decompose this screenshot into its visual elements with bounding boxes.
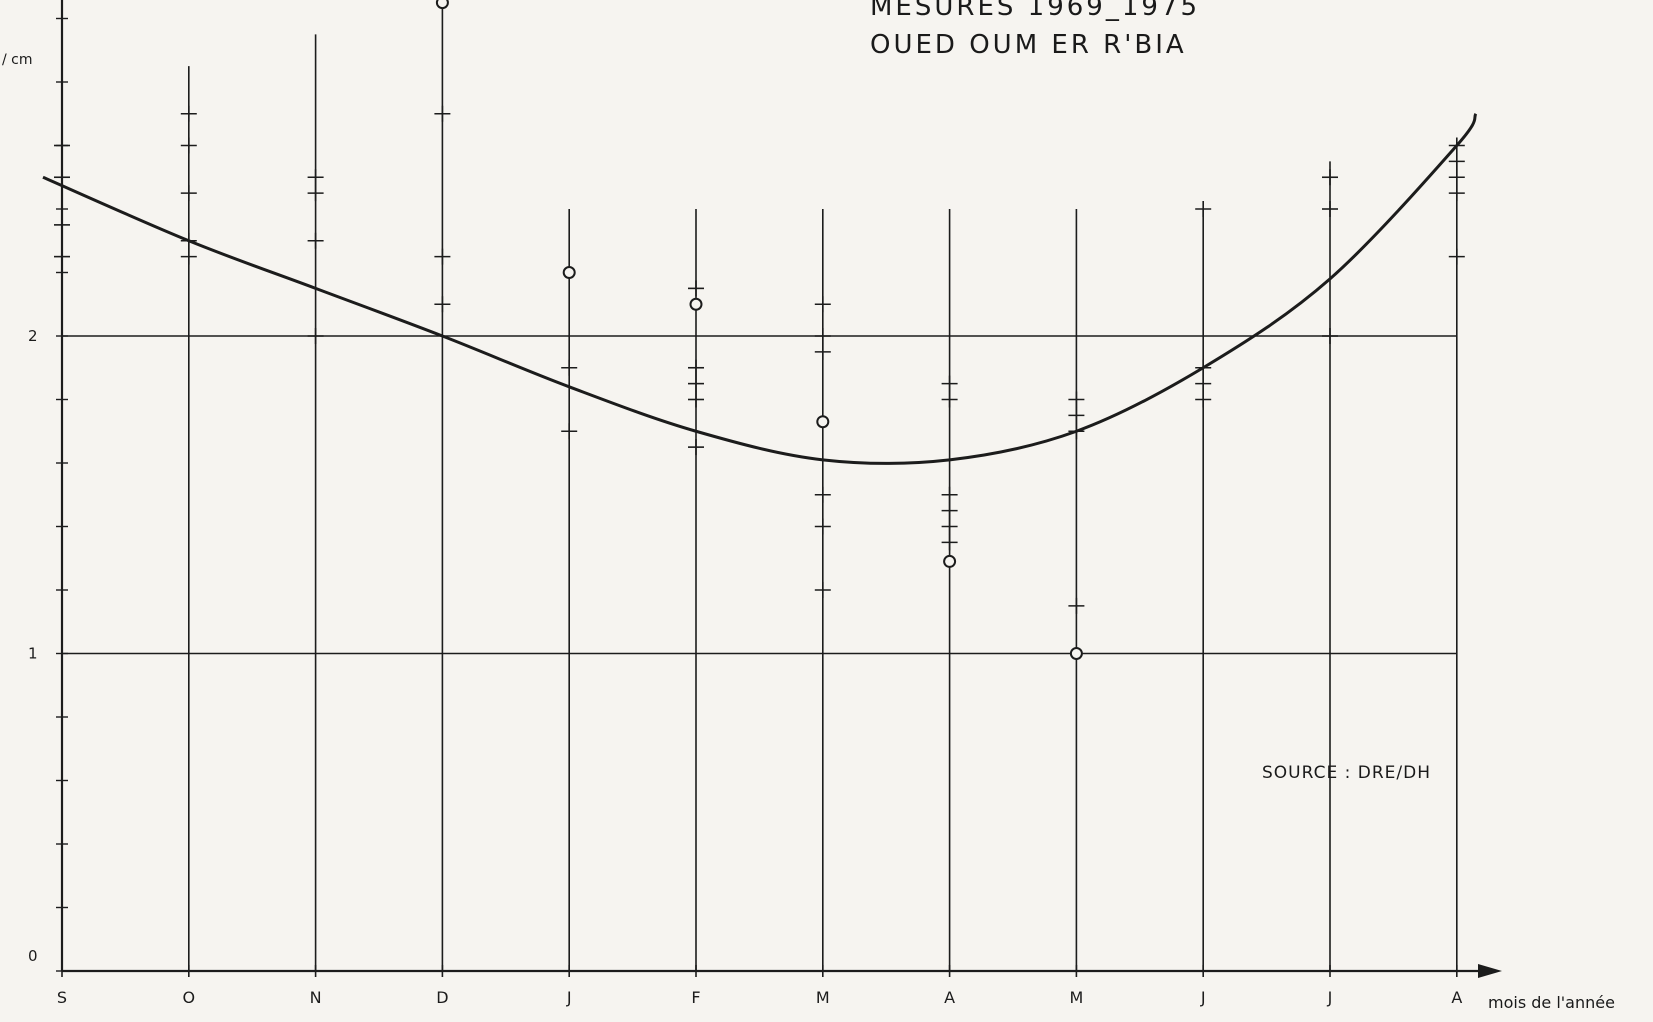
plus-marker: [688, 391, 704, 408]
x-axis-arrow: [1478, 964, 1502, 978]
plus-marker: [307, 232, 324, 249]
plus-marker: [1448, 169, 1465, 186]
plus-marker: [1322, 328, 1338, 344]
chart-title: MESURES 1969_1975: [870, 0, 1200, 22]
plus-marker: [1322, 169, 1338, 186]
circle-marker: [1069, 647, 1083, 660]
plus-marker: [434, 296, 451, 313]
plus-marker: [1195, 201, 1212, 217]
x-tick-label: F: [691, 988, 700, 1007]
circle-marker: [943, 554, 957, 568]
plus-marker: [941, 518, 958, 535]
y-tick-label: 2: [28, 327, 38, 345]
circle-marker: [816, 415, 830, 429]
plus-marker: [1068, 597, 1085, 614]
chart-subtitle: OUED OUM ER R'BIA: [870, 30, 1187, 60]
plus-marker: [54, 248, 70, 265]
circle-marker: [562, 266, 576, 279]
plus-marker: [814, 582, 831, 598]
x-tick-label: A: [944, 988, 955, 1007]
plus-marker: [814, 343, 831, 360]
plus-marker: [814, 328, 831, 344]
x-tick-label: J: [1200, 988, 1206, 1007]
plus-marker: [1322, 201, 1338, 217]
x-tick-label: S: [57, 988, 67, 1007]
plus-marker: [814, 486, 831, 503]
plus-marker: [54, 137, 70, 154]
y-axis-label: / cm: [2, 52, 33, 68]
x-tick-label: M: [816, 988, 830, 1007]
plus-marker: [1068, 407, 1085, 424]
plus-marker: [814, 518, 831, 535]
plus-marker: [54, 216, 70, 233]
plus-marker: [941, 391, 958, 408]
plus-marker: [180, 185, 197, 202]
plus-marker: [1195, 375, 1212, 392]
plus-marker: [434, 105, 451, 122]
plus-marker: [561, 423, 578, 440]
x-tick-label: M: [1069, 988, 1083, 1007]
plus-marker: [688, 375, 704, 392]
x-tick-label: D: [436, 988, 448, 1007]
source-note: SOURCE : DRE/DH: [1262, 763, 1431, 783]
x-tick-label: J: [566, 988, 572, 1007]
plus-marker: [1448, 153, 1465, 170]
x-tick-label: O: [183, 988, 196, 1007]
plus-marker: [941, 486, 958, 503]
circle-marker: [435, 0, 449, 10]
plus-marker: [180, 105, 197, 122]
plus-marker: [1068, 391, 1085, 408]
x-axis-label: mois de l'année: [1488, 993, 1615, 1012]
circle-marker: [689, 297, 703, 311]
plus-marker: [180, 248, 197, 265]
plus-marker: [434, 248, 451, 265]
plus-marker: [180, 137, 197, 154]
plus-marker: [561, 359, 578, 376]
plus-marker: [1195, 391, 1212, 408]
plus-marker: [54, 169, 70, 186]
plus-marker: [1448, 248, 1465, 265]
x-tick-label: J: [1327, 988, 1333, 1007]
fitted-curve: [42, 112, 1478, 465]
y-tick-label: 0: [28, 947, 38, 965]
plus-marker: [688, 359, 704, 376]
plus-marker: [941, 534, 958, 551]
plus-marker: [1448, 185, 1465, 202]
plus-marker: [307, 328, 324, 344]
plus-marker: [814, 296, 831, 313]
plus-marker: [688, 280, 704, 297]
plus-marker: [941, 502, 958, 519]
plus-marker: [688, 439, 704, 456]
y-tick-label: 1: [28, 645, 38, 663]
x-tick-label: A: [1451, 988, 1462, 1007]
plus-marker: [307, 169, 324, 186]
plus-marker: [941, 375, 958, 392]
x-tick-label: N: [310, 988, 322, 1007]
plus-marker: [307, 185, 324, 202]
